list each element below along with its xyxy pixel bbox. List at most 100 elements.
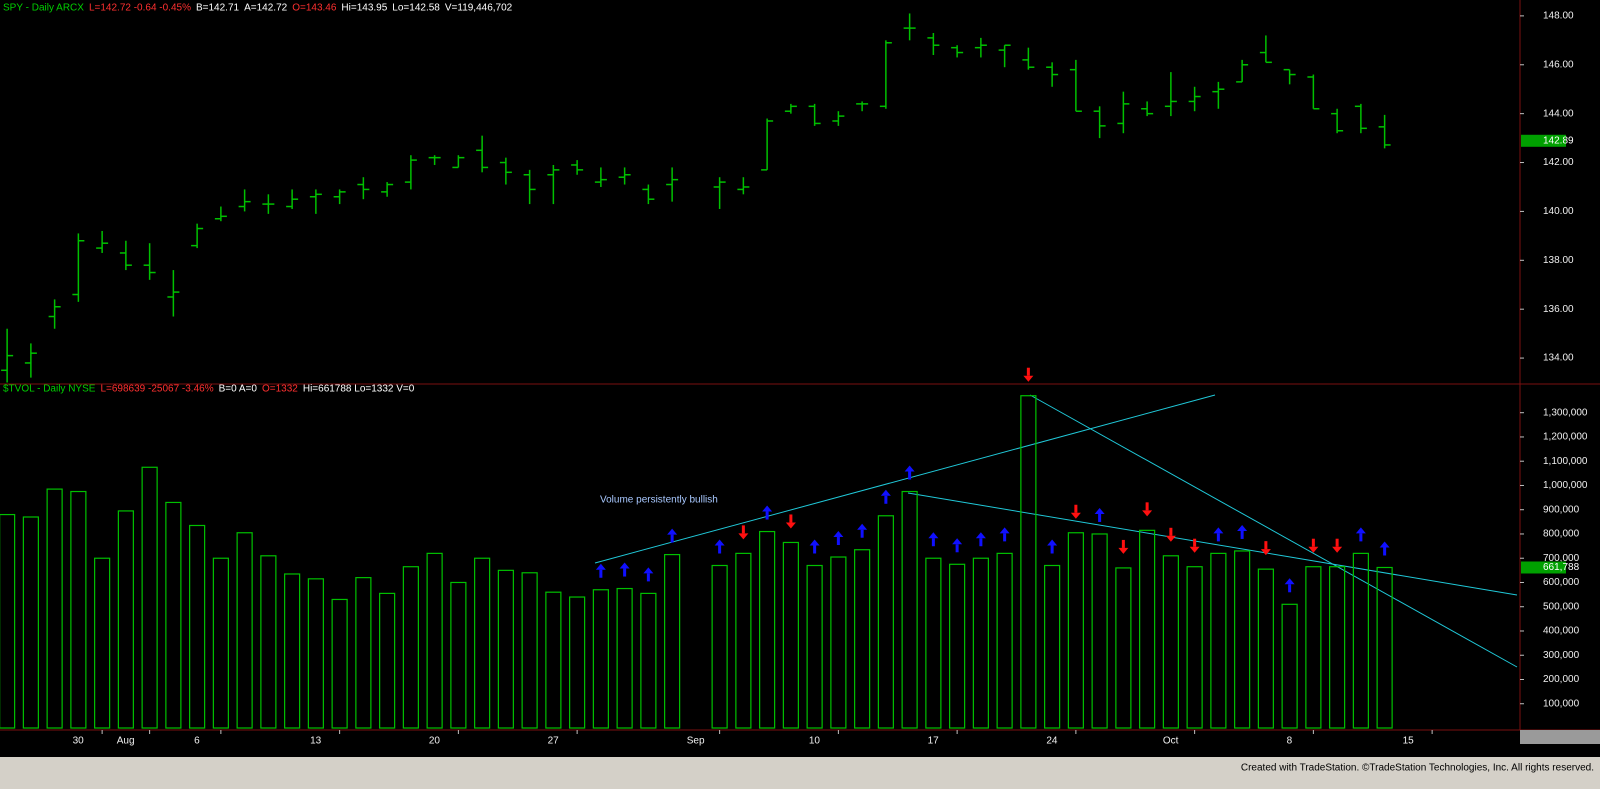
x-tick-label: 10 [809, 736, 821, 747]
y-tick-label: 142.00 [1543, 157, 1574, 168]
signal-arrow [1189, 538, 1200, 553]
volume-bar [592, 589, 609, 729]
volume-bar [759, 530, 776, 729]
arrow-head [1189, 546, 1200, 553]
arrow-stem [1026, 367, 1030, 376]
volume-bar [1329, 566, 1346, 729]
arrow-stem [623, 568, 627, 577]
signal-arrow [1379, 541, 1390, 556]
volume-bar [426, 552, 443, 729]
signal-arrow [1237, 524, 1248, 539]
trend-line [594, 394, 1216, 564]
volume-bar [1115, 567, 1132, 729]
header-item: B=0 A=0 [219, 384, 258, 395]
volume-bar [949, 563, 966, 729]
volume-bar [1186, 566, 1203, 729]
signal-arrow [857, 523, 868, 538]
volume-bar [711, 564, 728, 729]
arrow-head [714, 539, 725, 546]
volume-bar [141, 466, 158, 729]
arrow-head [952, 538, 963, 545]
arrow-head [833, 531, 844, 538]
y-tick-label: 800,000 [1543, 529, 1580, 540]
header-item: SPY - Daily ARCX [3, 3, 84, 14]
signal-arrow [1118, 539, 1129, 554]
arrow-stem [1359, 533, 1363, 542]
arrow-head [619, 562, 630, 569]
x-tick-label: 8 [1287, 736, 1293, 747]
signal-arrow [762, 505, 773, 520]
arrow-head [857, 523, 868, 530]
volume-bar [355, 577, 372, 729]
arrow-head [1355, 527, 1366, 534]
x-tick-label: 15 [1403, 736, 1415, 747]
volume-bar [996, 552, 1013, 729]
signal-arrow [809, 539, 820, 554]
arrow-head [1047, 539, 1058, 546]
signal-arrow [952, 538, 963, 553]
volume-bar [117, 510, 134, 729]
arrow-head [738, 533, 749, 540]
footer-text: Created with TradeStation. ©TradeStation… [1241, 763, 1594, 774]
volume-bar [1210, 552, 1227, 729]
arrow-head [880, 489, 891, 496]
arrow-stem [836, 537, 840, 546]
arrow-head [1118, 547, 1129, 554]
volume-bar [165, 501, 182, 729]
y-tick-label: 1,100,000 [1543, 456, 1588, 467]
volume-bar [307, 578, 324, 729]
header-item: $TVOL - Daily NYSE [3, 384, 96, 395]
corner [1520, 730, 1600, 744]
y-tick-label: 136.00 [1543, 304, 1574, 315]
y-tick-label: 140.00 [1543, 206, 1574, 217]
signal-arrow [785, 514, 796, 529]
arrow-head [762, 505, 773, 512]
volume-bar [1257, 568, 1274, 729]
volume-bar [1067, 532, 1084, 729]
arrow-stem [599, 569, 603, 578]
volume-bar [877, 515, 894, 729]
signal-arrow [880, 489, 891, 504]
volume-bar [1234, 550, 1251, 729]
header-item: L=698639 -25067 -3.46% [100, 384, 213, 395]
signal-arrow [1213, 527, 1224, 542]
arrow-stem [1003, 533, 1007, 542]
arrow-head [1332, 546, 1343, 553]
signal-arrow [1047, 539, 1058, 554]
volume-bar [260, 555, 277, 729]
arrow-stem [1335, 538, 1339, 547]
volume-bar [1091, 533, 1108, 729]
last-value-label: 142.89 [1543, 135, 1574, 146]
arrow-head [1379, 541, 1390, 548]
volume-bar [616, 587, 633, 729]
volume-bar [735, 552, 752, 729]
y-tick-label: 600,000 [1543, 577, 1580, 588]
arrow-head [667, 528, 678, 535]
volume-bar [1352, 552, 1369, 729]
signal-arrow [1355, 527, 1366, 542]
arrow-stem [1383, 547, 1387, 556]
arrow-stem [765, 511, 769, 520]
arrow-head [1094, 507, 1105, 514]
volume-bar [1162, 555, 1179, 729]
arrow-stem [908, 471, 912, 480]
volume-bar [22, 516, 39, 729]
arrow-stem [1193, 538, 1197, 547]
volume-bar [450, 581, 467, 729]
arrow-head [1023, 375, 1034, 382]
arrow-stem [741, 525, 745, 534]
y-tick-label: 148.00 [1543, 11, 1574, 22]
arrow-stem [646, 573, 650, 582]
volume-bar [1305, 566, 1322, 729]
volume-bar [236, 532, 253, 729]
volume-bar [1139, 529, 1156, 729]
volume-bar [545, 591, 562, 729]
arrow-stem [1098, 513, 1102, 522]
last-value-badge [1521, 134, 1566, 147]
volume-bar [402, 566, 419, 729]
header-item: V=119,446,702 [445, 3, 513, 14]
y-tick-label: 400,000 [1543, 626, 1580, 637]
signal-arrow [904, 465, 915, 480]
signal-arrow [1284, 578, 1295, 593]
signal-arrow [667, 528, 678, 543]
